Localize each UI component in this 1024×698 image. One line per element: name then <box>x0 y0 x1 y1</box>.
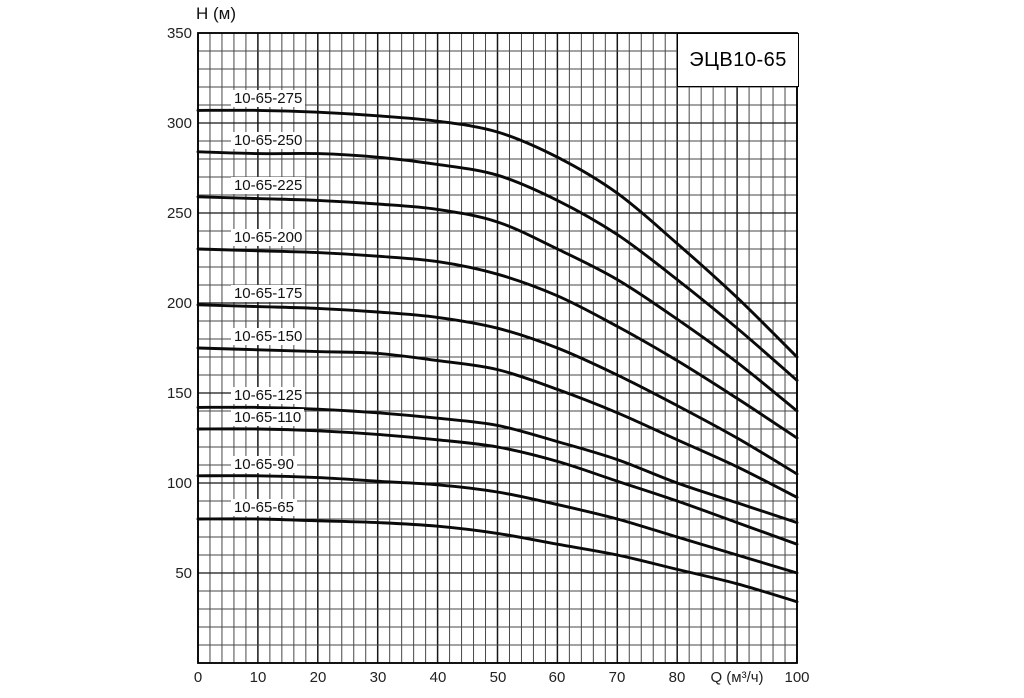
pump-curve-10-65-225 <box>196 195 799 413</box>
pump-curve-10-65-250 <box>196 150 799 382</box>
pump-curve-10-65-125 <box>196 405 799 525</box>
x-tick-70: 70 <box>608 669 626 686</box>
y-axis-title: H (м) <box>196 4 237 23</box>
y-tick-200: 200 <box>166 295 192 312</box>
pump-curve-10-65-200 <box>196 247 799 440</box>
x-tick-0: 0 <box>193 669 203 686</box>
pump-curve-10-65-150 <box>196 346 799 499</box>
x-axis-title: Q (м³/ч) <box>710 669 764 686</box>
x-tick-40: 40 <box>429 669 447 686</box>
y-tick-100: 100 <box>166 475 192 492</box>
y-tick-300: 300 <box>166 115 192 132</box>
curve-label-10-65-200: 10-65-200 <box>230 229 306 246</box>
curve-label-10-65-110: 10-65-110 <box>230 409 305 426</box>
x-tick-20: 20 <box>309 669 327 686</box>
x-tick-60: 60 <box>548 669 566 686</box>
x-tick-10: 10 <box>249 669 267 686</box>
curve-label-10-65-65: 10-65-65 <box>230 499 297 516</box>
curve-label-10-65-90: 10-65-90 <box>230 456 297 473</box>
x-tick-50: 50 <box>489 669 507 686</box>
pump-curve-10-65-275 <box>196 108 799 359</box>
x-tick-30: 30 <box>369 669 387 686</box>
y-tick-250: 250 <box>166 205 192 222</box>
curve-label-10-65-175: 10-65-175 <box>230 285 306 302</box>
curve-label-10-65-225: 10-65-225 <box>230 177 306 194</box>
curve-label-10-65-250: 10-65-250 <box>230 132 306 149</box>
y-tick-150: 150 <box>166 385 192 402</box>
pump-model-box: ЭЦВ10-65 <box>677 33 799 87</box>
x-tick-80: 80 <box>668 669 686 686</box>
pump-curve-10-65-110 <box>196 427 799 546</box>
y-tick-50: 50 <box>175 565 192 582</box>
pump-curve-10-65-175 <box>196 303 799 476</box>
curve-label-10-65-150: 10-65-150 <box>230 328 306 345</box>
curve-label-10-65-275: 10-65-275 <box>230 90 306 107</box>
y-tick-350: 350 <box>166 25 192 42</box>
pump-curve-10-65-90 <box>196 474 799 575</box>
pump-curve-10-65-65 <box>196 517 799 604</box>
curve-label-10-65-125: 10-65-125 <box>230 387 306 404</box>
x-tick-100: 100 <box>784 669 810 686</box>
